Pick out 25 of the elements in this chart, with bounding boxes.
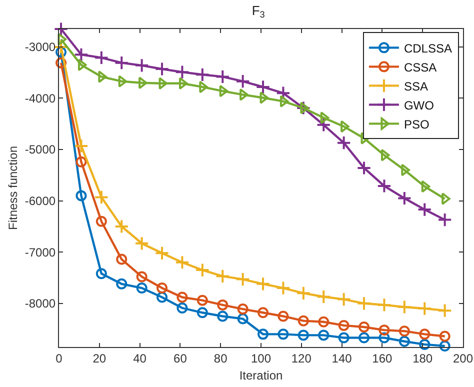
y-tick-label: -5000 xyxy=(24,142,56,157)
y-tick-label: -3000 xyxy=(24,40,56,54)
x-tick-label: 60 xyxy=(174,351,188,366)
y-axis-title: Fitness function xyxy=(6,146,20,230)
y-tick-label: -8000 xyxy=(24,296,56,311)
y-tick-label: -4000 xyxy=(24,91,56,106)
legend-label: SSA xyxy=(404,79,428,94)
x-tick-label: 40 xyxy=(133,351,147,366)
x-tick-label: 100 xyxy=(250,351,272,366)
legend-label: CSSA xyxy=(404,60,437,74)
x-tick-label: 200 xyxy=(452,351,474,366)
x-tick-label: 80 xyxy=(214,351,228,366)
legend-label: PSO xyxy=(404,117,430,132)
x-axis-title: Iteration xyxy=(239,368,283,382)
x-tick-label: 120 xyxy=(291,351,312,366)
y-tick-label: -6000 xyxy=(24,194,56,208)
legend-label: GWO xyxy=(404,98,434,112)
x-tick-label: 20 xyxy=(92,351,106,366)
x-tick-label: 140 xyxy=(332,351,352,366)
x-tick-label: 0 xyxy=(56,351,63,366)
x-tick-label: 160 xyxy=(372,351,393,366)
legend-label: CDLSSA xyxy=(404,41,452,56)
chart-title: F$_{3}$ xyxy=(252,2,265,20)
y-tick-label: -7000 xyxy=(24,245,56,260)
x-tick-label: 180 xyxy=(412,351,433,366)
